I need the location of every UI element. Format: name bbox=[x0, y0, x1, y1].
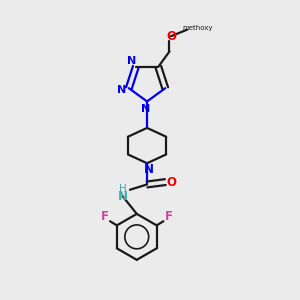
Text: N: N bbox=[143, 163, 154, 176]
Text: F: F bbox=[101, 210, 109, 223]
Text: N: N bbox=[118, 190, 128, 203]
Text: O: O bbox=[167, 176, 177, 189]
Text: N: N bbox=[141, 104, 150, 114]
Text: methoxy: methoxy bbox=[182, 25, 213, 31]
Text: H: H bbox=[119, 184, 127, 194]
Text: F: F bbox=[164, 210, 172, 223]
Text: O: O bbox=[166, 30, 176, 43]
Text: N: N bbox=[117, 85, 127, 95]
Text: N: N bbox=[127, 56, 136, 66]
